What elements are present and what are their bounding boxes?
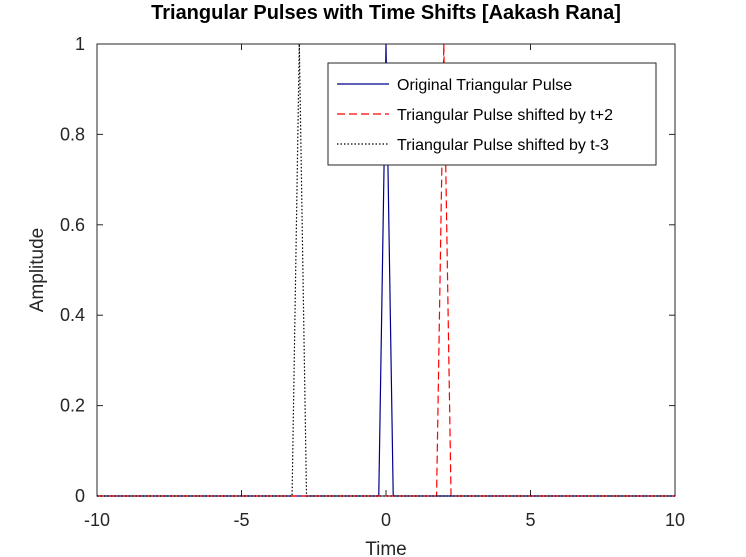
legend-label-2: Triangular Pulse shifted by t-3 [397, 137, 609, 154]
y-tick-label: 1 [75, 34, 85, 54]
legend: Original Triangular Pulse Triangular Puls… [327, 62, 657, 166]
x-tick-label: -5 [233, 510, 249, 530]
tick-labels: -10 -5 0 5 10 0 0.2 0.4 0.6 0.8 1 [60, 34, 685, 530]
y-tick-label: 0 [75, 486, 85, 506]
x-axis-label: Time [365, 539, 407, 557]
x-tick-label: 5 [525, 510, 535, 530]
legend-label-0: Original Triangular Pulse [397, 77, 572, 94]
x-tick-label: 0 [381, 510, 391, 530]
x-tick-label: -10 [84, 510, 110, 530]
series-line-2 [97, 43, 675, 497]
x-tick-label: 10 [665, 510, 685, 530]
y-tick-label: 0.2 [60, 396, 85, 416]
axis-ticks [96, 43, 676, 497]
legend-label-1: Triangular Pulse shifted by t+2 [397, 107, 613, 124]
y-tick-label: 0.8 [60, 124, 85, 144]
y-tick-label: 0.4 [60, 305, 85, 325]
series-layer [97, 43, 675, 497]
legend-box [327, 62, 657, 166]
y-tick-label: 0.6 [60, 215, 85, 235]
y-axis-label: Amplitude [27, 228, 48, 313]
chart-title: Triangular Pulses with Time Shifts [Aaka… [151, 2, 621, 24]
